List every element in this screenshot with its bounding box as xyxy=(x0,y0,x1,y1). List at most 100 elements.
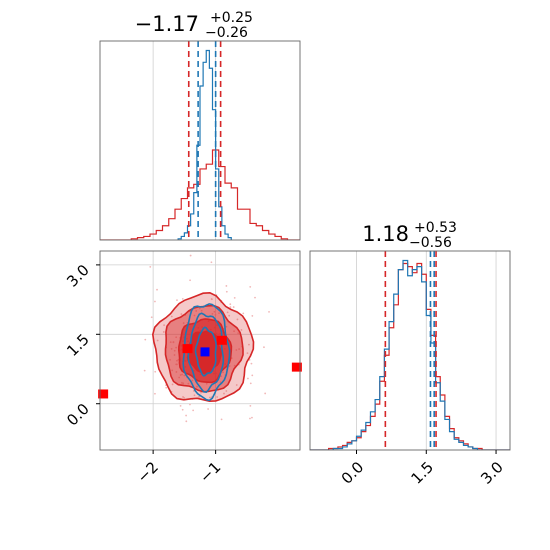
sample-point xyxy=(178,376,181,379)
sample-point xyxy=(233,330,235,333)
sample-point xyxy=(149,265,152,268)
bottom-left-scatter-panel: −2 −1 0.0 1.5 3.0 xyxy=(63,250,308,486)
sample-point xyxy=(251,315,254,317)
sample-point xyxy=(154,370,157,373)
sample-point xyxy=(189,403,191,406)
sample-point xyxy=(233,364,236,367)
sample-point xyxy=(232,306,235,308)
sample-point xyxy=(156,339,159,342)
sample-point xyxy=(208,396,211,399)
sample-point xyxy=(144,338,147,341)
x-tick-label-1: −1 xyxy=(196,458,224,486)
sample-point xyxy=(225,290,228,293)
panel-frame xyxy=(99,40,301,241)
sample-point xyxy=(191,379,194,382)
sample-point xyxy=(171,369,174,372)
sample-point xyxy=(176,299,178,302)
panel-frame xyxy=(99,250,301,451)
sample-point xyxy=(242,312,245,315)
sample-point xyxy=(214,313,217,316)
histogram-step-series-1 xyxy=(177,49,232,240)
sample-point xyxy=(198,395,200,398)
sample-point xyxy=(238,348,241,350)
sample-point xyxy=(248,343,250,346)
sample-point xyxy=(170,347,173,350)
sample-point xyxy=(192,409,195,412)
sample-point xyxy=(220,375,223,378)
sample-point xyxy=(193,394,196,397)
sample-point xyxy=(306,339,308,341)
sample-point xyxy=(181,381,183,384)
sample-point xyxy=(218,312,220,315)
panel-frame xyxy=(309,250,511,451)
sample-point xyxy=(207,408,209,410)
sample-point xyxy=(185,420,188,423)
sample-point xyxy=(176,359,178,362)
sample-point xyxy=(233,296,236,299)
sample-point xyxy=(246,352,249,355)
sample-point xyxy=(173,349,176,352)
sample-point xyxy=(263,346,265,349)
sample-point xyxy=(170,315,173,318)
sample-point xyxy=(236,318,239,321)
sample-point xyxy=(249,404,252,407)
red-square-marker-2 xyxy=(182,344,193,354)
panel-background xyxy=(310,251,510,450)
sample-point xyxy=(175,371,178,373)
red-square-marker-3 xyxy=(216,335,227,345)
red-square-marker-1 xyxy=(291,362,302,372)
sample-point xyxy=(235,349,238,351)
sample-point xyxy=(268,310,270,313)
sample-point xyxy=(249,417,251,420)
blue-square-marker xyxy=(200,347,210,357)
sample-point xyxy=(181,408,184,411)
sample-point xyxy=(222,371,224,374)
right-histogram-title-minus: −0.56 xyxy=(409,235,452,251)
x-tick-label-0: −2 xyxy=(134,458,162,486)
top-histogram-title-median: −1.17 xyxy=(135,12,199,36)
bottom-right-histogram-panel: 0.0 1.5 3.0 xyxy=(309,250,511,488)
top-left-histogram-panel xyxy=(99,40,301,241)
sample-point xyxy=(175,346,178,349)
y-tick-label-1: 1.5 xyxy=(63,330,93,360)
right-histogram-title-median: 1.18 xyxy=(362,222,409,246)
sample-point xyxy=(163,324,165,327)
sample-point xyxy=(150,316,153,319)
sample-point xyxy=(179,404,182,407)
sample-point xyxy=(251,416,253,419)
sample-point xyxy=(193,314,196,317)
sample-point xyxy=(235,384,238,386)
sample-point xyxy=(250,362,253,365)
sample-point xyxy=(189,254,192,257)
sample-point xyxy=(181,297,184,300)
sample-point xyxy=(198,307,201,310)
sample-point xyxy=(181,373,184,376)
x-tick-label-0: 0.0 xyxy=(338,458,368,488)
sample-point xyxy=(172,341,175,344)
sample-point xyxy=(154,392,156,395)
sample-point xyxy=(249,285,252,288)
sample-point xyxy=(223,392,225,395)
red-square-marker-0 xyxy=(98,389,109,399)
sample-point xyxy=(213,310,216,313)
sample-point xyxy=(210,298,213,300)
sample-point xyxy=(189,279,191,282)
histogram-step-series-0 xyxy=(100,149,300,240)
sample-point xyxy=(171,383,174,386)
sample-point xyxy=(211,312,214,315)
sample-point xyxy=(240,329,243,331)
sample-point xyxy=(165,386,168,389)
sample-point xyxy=(210,261,213,264)
sample-point xyxy=(226,311,229,314)
sample-point xyxy=(251,374,254,377)
sample-point xyxy=(169,341,172,344)
top-histogram-title-minus: −0.26 xyxy=(205,25,248,41)
sample-point xyxy=(183,396,186,399)
sample-point xyxy=(228,314,231,317)
sample-point xyxy=(173,354,176,356)
sample-point xyxy=(225,285,228,287)
sample-point xyxy=(154,300,156,303)
sample-point xyxy=(185,414,187,417)
sample-point xyxy=(247,377,249,380)
